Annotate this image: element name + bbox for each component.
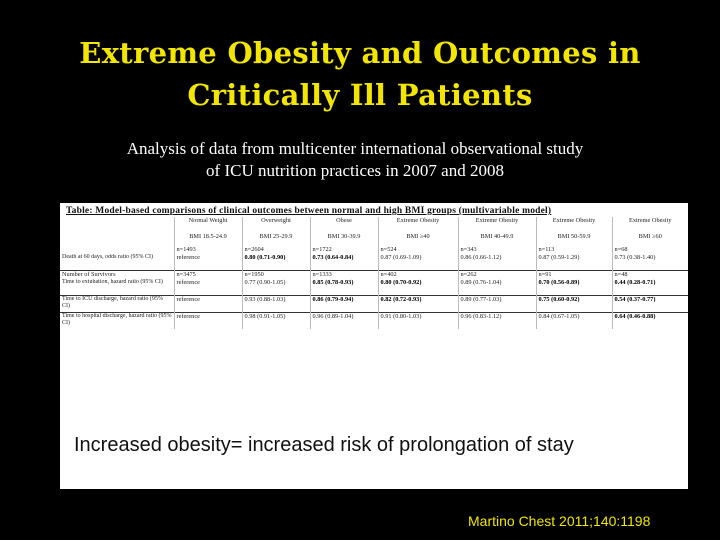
slide-title-line1: Extreme Obesity and Outcomes in [79, 36, 641, 70]
table-cell: n=1333 [309, 270, 378, 279]
table-cell: BMI ≥40 [377, 227, 458, 246]
table-cell: 0.64 (0.46-0.88) [611, 312, 688, 329]
table-cell: reference [173, 254, 242, 271]
table-row-extubation: Time to extubation, hazard ratio (95% CI… [60, 279, 688, 296]
table-caption: Table: Model-based comparisons of clinic… [66, 206, 552, 216]
row-label: Number of Survivors [60, 270, 174, 279]
row-label: Death at 60 days, odds ratio (95% CI) [62, 254, 153, 260]
table-cell: 0.87 (0.69-1.09) [377, 254, 458, 271]
table-cell: 0.82 (0.72-0.93) [377, 295, 458, 313]
table-bmi-row: BMI 18.5-24.9 BMI 25-29.9 BMI 30-39.9 BM… [60, 227, 688, 246]
table-cell: 0.91 (0.80-1.03) [377, 312, 458, 329]
header-cell: Extreme Obesity [377, 217, 458, 227]
row-label: Time to extubation, hazard ratio (95% CI… [62, 279, 163, 285]
table-cell: 0.89 (0.76-1.04) [457, 279, 536, 296]
slide-title: Extreme Obesity and Outcomes in Critical… [0, 32, 720, 116]
table-cell: 0.73 (0.64-0.84) [309, 254, 378, 271]
table-header-row: Normal Weight Overweight Obese Extreme O… [60, 217, 688, 227]
table-cell: BMI ≥60 [611, 227, 688, 246]
table-cell: n=91 [535, 270, 612, 279]
table-cell: 0.86 (0.79-0.94) [309, 295, 378, 313]
table-cell: 0.96 (0.89-1.04) [309, 312, 378, 329]
table-cell: 0.77 (0.90-1.05) [241, 279, 310, 296]
header-cell: Extreme Obesity [535, 217, 612, 227]
header-cell: Extreme Obesity [611, 217, 688, 227]
table-cell: BMI 25-29.9 [241, 227, 310, 246]
table-row-hospital-discharge: Time to hospital discharge, hazard ratio… [60, 312, 688, 329]
table-panel: Table: Model-based comparisons of clinic… [60, 203, 688, 489]
table-cell: n=2604 [241, 246, 310, 254]
header-cell: Overweight [241, 217, 310, 227]
table-cell: n=48 [611, 270, 688, 279]
table-cell: 0.54 (0.37-0.77) [611, 295, 688, 313]
table-cell: n=343 [457, 246, 536, 254]
table-cell: reference [173, 279, 242, 296]
table-cell: 0.89 (0.77-1.03) [457, 295, 536, 313]
table-cell: n=524 [377, 246, 458, 254]
table-cell: n=1722 [309, 246, 378, 254]
table-cell: 0.85 (0.78-0.93) [309, 279, 378, 296]
table-cell: 0.87 (0.59-1.29) [535, 254, 612, 271]
slide-subtitle: Analysis of data from multicenter intern… [0, 138, 710, 182]
table-cell: n=402 [377, 270, 458, 279]
conclusion-note: Increased obesity= increased risk of pro… [74, 434, 574, 456]
table-cell: BMI 40-49.9 [457, 227, 536, 246]
table-cell: n=262 [457, 270, 536, 279]
table-cell: 0.98 (0.91-1.05) [241, 312, 310, 329]
table-cell: n=68 [611, 246, 688, 254]
table-row-icu-discharge: Time to ICU discharge, hazard ratio (95%… [60, 295, 688, 313]
table-image: Table: Model-based comparisons of clinic… [60, 203, 688, 403]
table-cell: 0.93 (0.88-1.03) [241, 295, 310, 313]
table-cell: 0.96 (0.83-1.12) [457, 312, 536, 329]
row-label: Time to hospital discharge, hazard ratio… [60, 312, 174, 329]
table-cell: reference [173, 295, 242, 313]
citation: Martino Chest 2011;140:1198 [468, 513, 651, 529]
table-cell: 0.86 (0.66-1.12) [457, 254, 536, 271]
table-cell: reference [173, 312, 242, 329]
table-cell: 0.75 (0.60-0.92) [535, 295, 612, 313]
table-cell: BMI 30-39.9 [309, 227, 378, 246]
header-cell: Extreme Obesity [457, 217, 536, 227]
outcomes-table: Normal Weight Overweight Obese Extreme O… [60, 217, 688, 329]
table-cell: 0.84 (0.67-1.05) [535, 312, 612, 329]
header-cell [60, 217, 174, 227]
table-cell: n=1493 [173, 246, 242, 254]
table-n-row: n=1493 n=2604 n=1722 n=524 n=343 n=113 n… [60, 246, 688, 254]
subtitle-line2: of ICU nutrition practices in 2007 and 2… [206, 161, 504, 180]
table-cell: n=3475 [173, 270, 242, 279]
table-cell: n=1950 [241, 270, 310, 279]
table-cell: 0.73 (0.38-1.40) [611, 254, 688, 271]
table-cell: BMI 18.5-24.9 [173, 227, 242, 246]
table-row-death: Death at 60 days, odds ratio (95% CI) re… [60, 254, 688, 271]
table-survivors-row: Number of Survivors n=3475 n=1950 n=1333… [60, 270, 688, 279]
table-cell: n=113 [535, 246, 612, 254]
table-cell: 0.70 (0.56-0.89) [535, 279, 612, 296]
header-cell: Obese [309, 217, 378, 227]
slide-title-line2: Critically Ill Patients [187, 78, 533, 112]
table-cell: 0.44 (0.28-0.71) [611, 279, 688, 296]
subtitle-line1: Analysis of data from multicenter intern… [126, 139, 584, 158]
table-cell: BMI 50-59.9 [535, 227, 612, 246]
header-cell: Normal Weight [173, 217, 242, 227]
panel-spacer [60, 403, 688, 489]
table-cell [60, 227, 174, 246]
row-label: Time to ICU discharge, hazard ratio (95%… [60, 295, 174, 313]
table-cell: 0.80 (0.71-0.90) [241, 254, 310, 271]
table-cell: 0.80 (0.70-0.92) [377, 279, 458, 296]
table-cell [60, 246, 174, 254]
